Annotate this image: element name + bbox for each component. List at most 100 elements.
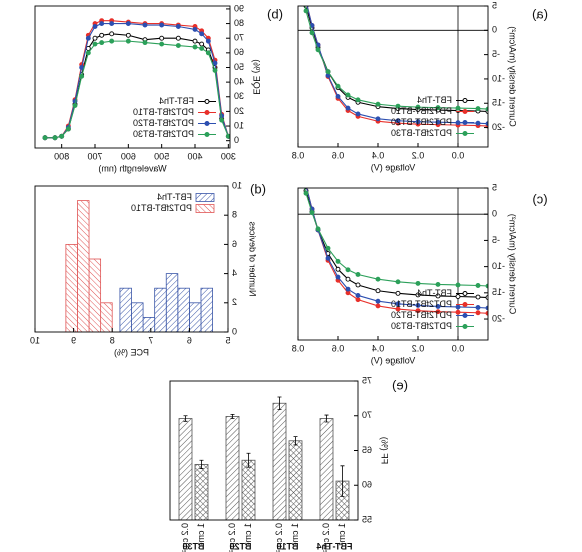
bar-series-label: 0.2 cm²	[274, 523, 284, 552]
legend-label: PDT2fBT-BT10	[131, 203, 192, 213]
x-tick-label: 0.0	[452, 343, 465, 353]
data-point	[142, 40, 148, 46]
data-point	[345, 276, 351, 282]
data-point	[435, 304, 441, 309]
category-label: BT30	[182, 541, 204, 551]
legend-marker	[462, 131, 468, 136]
plot-frame	[297, 5, 489, 148]
y-tick-label: 0	[232, 326, 237, 336]
y-tick-label: -10	[492, 73, 505, 83]
y-tick-label: 0	[492, 209, 497, 219]
histogram-bar	[100, 302, 113, 332]
error-bar	[183, 415, 188, 422]
y-axis-title: Number of devices	[248, 221, 258, 297]
data-point	[335, 83, 341, 89]
bar	[272, 402, 287, 520]
series-line	[305, 6, 488, 113]
data-point	[435, 309, 441, 315]
bar-series-label: 1 cm²	[337, 523, 347, 546]
data-point	[72, 103, 78, 108]
x-tick-label: 9	[71, 335, 76, 345]
data-point	[375, 298, 381, 304]
plot-area	[296, 160, 488, 340]
data-point	[345, 286, 351, 292]
y-tick-label: 55	[362, 514, 372, 524]
error-bar	[277, 396, 282, 410]
x-tick-label: 0.2	[412, 343, 425, 353]
panel-label: (b)	[267, 6, 283, 21]
data-point	[304, 0, 308, 3]
data-point	[335, 93, 341, 99]
y-tick-label: 80	[234, 18, 244, 28]
data-point	[395, 301, 401, 307]
y-tick-label: 4	[232, 268, 237, 278]
legend-marker	[204, 132, 210, 137]
error-bar	[246, 452, 251, 468]
y-tick-label: 8	[232, 210, 237, 220]
data-point	[485, 310, 488, 316]
data-point	[485, 121, 488, 127]
histogram-bar	[177, 287, 190, 332]
data-point	[192, 44, 198, 50]
legend-label: PDT2fBT-BT10	[391, 106, 452, 116]
bar	[178, 418, 193, 520]
data-point	[42, 135, 48, 141]
data-point	[475, 120, 481, 126]
legend-label: PDT2fBT-BT30	[391, 321, 452, 331]
y-axis-title: EQE (%)	[252, 59, 262, 95]
data-point	[455, 309, 461, 315]
data-point	[415, 119, 421, 125]
plot-area	[65, 200, 213, 332]
plot-area	[178, 402, 350, 520]
legend-marker	[462, 109, 468, 114]
data-point	[315, 47, 321, 53]
y-axis-title: FF (%)	[380, 437, 390, 465]
legend-swatch	[195, 193, 215, 202]
y-tick-label: 0	[492, 25, 497, 35]
x-axis-title: Wavelength (nm)	[98, 163, 166, 173]
bar-series-label: 1 cm²	[243, 523, 253, 546]
data-point	[205, 38, 211, 44]
histogram-bar	[165, 273, 179, 332]
legend-label: PDT2fBT-BT30	[391, 128, 452, 138]
x-tick-label: 0.6	[332, 343, 345, 353]
data-point	[455, 304, 461, 310]
legend-label: FBT-Th4	[157, 192, 192, 202]
legend-label: PDT2fBT-BT20	[391, 310, 452, 320]
legend-label: PDT2fBT-BT10	[391, 299, 452, 309]
bar-series-label: 0.2 cm²	[180, 523, 190, 552]
data-point	[304, 183, 308, 187]
legend-label: PDT2fBT-BT20	[391, 117, 452, 127]
data-point	[192, 26, 198, 32]
data-point	[296, 160, 300, 164]
data-point	[309, 30, 315, 36]
legend-marker	[462, 324, 468, 329]
y-tick-label: 40	[234, 76, 244, 86]
data-point	[315, 226, 321, 232]
data-point	[92, 35, 98, 41]
x-tick-label: 7	[148, 335, 153, 345]
data-point	[92, 24, 98, 29]
x-tick-label: 700	[87, 151, 102, 161]
legend-marker	[462, 120, 468, 125]
x-tick-label: 5	[225, 335, 230, 345]
data-point	[159, 22, 165, 28]
series-line	[304, 188, 488, 287]
bar	[225, 416, 240, 520]
bar-series-label: 0.2 cm²	[227, 523, 237, 552]
plot-frame	[34, 185, 229, 333]
data-point	[435, 119, 441, 125]
data-point	[375, 276, 381, 282]
data-point	[455, 282, 461, 288]
legend-marker	[204, 110, 210, 115]
y-tick-label: 70	[234, 33, 244, 43]
data-point	[85, 46, 91, 51]
x-tick-label: 0.6	[332, 150, 345, 160]
data-point	[159, 41, 165, 47]
data-point	[109, 38, 115, 44]
panel-label: (c)	[532, 191, 547, 206]
data-point	[455, 294, 461, 299]
legend-marker	[462, 98, 468, 103]
panel-label: (d)	[250, 181, 266, 196]
histogram-bar	[189, 302, 202, 332]
